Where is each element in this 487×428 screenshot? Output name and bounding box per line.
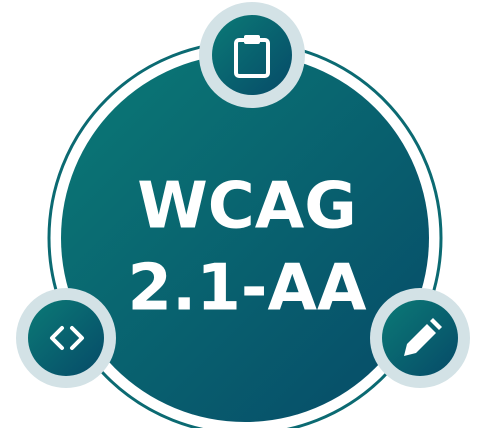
title-line: WCAG — [137, 170, 357, 244]
main-circle — [61, 54, 429, 422]
pencil-badge — [370, 288, 470, 388]
code-badge — [16, 288, 116, 388]
clipboard-badge — [199, 2, 305, 108]
title-line: 2.1-AA — [128, 252, 367, 326]
